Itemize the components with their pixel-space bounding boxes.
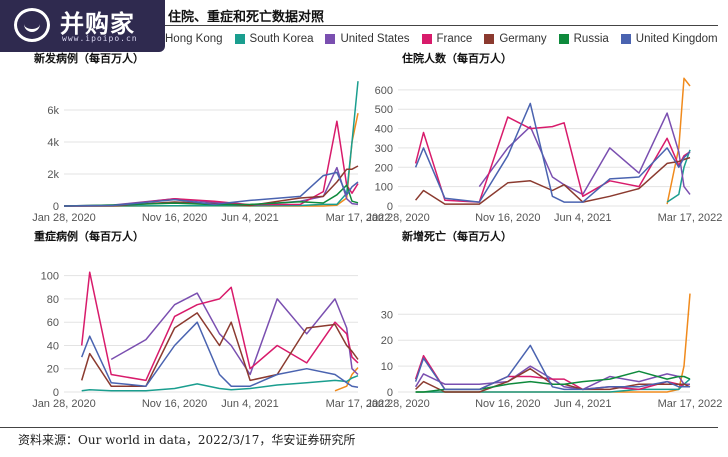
legend-swatch	[558, 34, 569, 44]
chart-title: 新增死亡（每百万人）	[402, 229, 512, 243]
y-tick-label: 300	[375, 143, 393, 155]
series-line-france	[63, 120, 359, 207]
series-line-germany	[63, 165, 359, 207]
series-line-united-kingdom	[414, 344, 690, 391]
y-tick-label: 0	[53, 387, 59, 399]
series-line-united-states	[414, 365, 690, 391]
series-line-france	[80, 271, 359, 382]
y-tick-label: 20	[381, 335, 393, 347]
series-line-south-korea	[81, 374, 359, 392]
x-tick-label: Nov 16, 2020	[142, 212, 207, 224]
x-tick-label: Jun 4, 2021	[221, 212, 279, 224]
legend-label: Hong Kong	[165, 33, 223, 45]
series-line-hong-kong	[415, 293, 691, 393]
chart-panel-2: 住院人数（每百万人） 0 100 200 300 400 500 600 Jan 28, 202…	[366, 51, 722, 224]
legend-swatch	[325, 34, 336, 44]
legend-swatch	[421, 34, 432, 44]
y-tick-label: 400	[375, 124, 393, 136]
series-line-south-korea	[63, 81, 359, 207]
legend-item-russia[interactable]: Russia	[558, 33, 609, 45]
x-tick-label: Nov 16, 2020	[475, 212, 540, 224]
legend-item-germany[interactable]: Germany	[484, 33, 547, 45]
legend-label: Germany	[499, 33, 547, 45]
legend-item-united-states[interactable]: United States	[325, 33, 410, 45]
y-tick-label: 0	[387, 387, 393, 399]
legend-label: United Kingdom	[635, 33, 718, 45]
x-tick-label: Jun 4, 2021	[554, 398, 612, 410]
y-tick-label: 100	[41, 271, 59, 283]
series-line-russia	[63, 184, 359, 207]
logo-text: 并购家	[60, 10, 135, 38]
x-tick-label: Nov 16, 2020	[142, 398, 207, 410]
legend-swatch	[484, 34, 495, 44]
title-divider	[0, 25, 718, 26]
x-tick-label: Jan 28, 2020	[366, 398, 430, 410]
x-tick-label: Jun 4, 2021	[221, 398, 279, 410]
legend-item-france[interactable]: France	[421, 33, 473, 45]
series-line-hong-kong	[666, 77, 691, 205]
y-tick-label: 10	[381, 361, 393, 373]
series-line-germany	[80, 312, 359, 387]
y-tick-label: 6k	[47, 105, 59, 117]
chart-title: 重症病例（每百万人）	[34, 229, 144, 243]
brand-logo: 并购家 www.ipoipo.cn	[0, 0, 165, 52]
x-tick-label: Jun 4, 2021	[554, 212, 612, 224]
y-tick-label: 80	[47, 294, 59, 306]
chart-panel-4: 新增死亡（每百万人） 0 10 20 30 Jan 28, 2020 Nov 16, 202…	[366, 229, 722, 410]
series-line-united-kingdom	[63, 171, 359, 207]
series-line-united-kingdom	[414, 102, 691, 203]
page-title: 住院、重症和死亡数据对照	[168, 10, 325, 25]
y-tick-label: 200	[375, 162, 393, 174]
y-tick-label: 0	[53, 201, 59, 213]
y-tick-label: 600	[375, 85, 393, 97]
source-note: 资料来源：Our world in data，2022/3/17，华安证券研究所	[18, 433, 356, 447]
y-tick-label: 2k	[47, 169, 59, 181]
legend-label: Russia	[573, 33, 609, 45]
x-tick-label: Jan 28, 2020	[32, 398, 96, 410]
y-tick-label: 20	[47, 364, 59, 376]
y-tick-label: 4k	[47, 137, 59, 149]
x-tick-label: Mar 17, 2022	[658, 398, 723, 410]
logo-url: www.ipoipo.cn	[62, 34, 138, 43]
series-line-united-states	[478, 112, 691, 196]
series-line-united-kingdom	[80, 321, 359, 389]
series-line-hong-kong	[64, 113, 359, 207]
y-tick-label: 60	[47, 317, 59, 329]
x-tick-label: Jan 28, 2020	[32, 212, 96, 224]
logo-mark-icon	[14, 8, 50, 42]
y-tick-label: 100	[375, 182, 393, 194]
x-tick-label: Mar 17, 2022	[326, 212, 391, 224]
y-tick-label: 40	[47, 340, 59, 352]
legend-item-united-kingdom[interactable]: United Kingdom	[620, 33, 718, 45]
legend-swatch	[234, 34, 245, 44]
x-tick-label: Mar 17, 2022	[658, 212, 723, 224]
legend-swatch	[620, 34, 631, 44]
y-tick-label: 500	[375, 104, 393, 116]
series-line-south-korea	[666, 149, 691, 203]
legend-label: France	[436, 33, 473, 45]
chart-title: 住院人数（每百万人）	[402, 51, 512, 65]
x-tick-label: Mar 17, 2022	[326, 398, 391, 410]
legend-item-south-korea[interactable]: South Korea	[234, 33, 314, 45]
legend-label: South Korea	[249, 33, 314, 45]
series-line-united-states	[63, 166, 359, 207]
y-tick-label: 0	[387, 201, 393, 213]
legend-label: United States	[340, 33, 410, 45]
y-tick-label: 30	[381, 309, 393, 321]
x-tick-label: Nov 16, 2020	[475, 398, 540, 410]
footer-divider	[0, 427, 718, 428]
series-line-united-states	[110, 292, 359, 376]
chart-title: 新发病例（每百万人）	[34, 51, 144, 65]
chart-panel-1: 新发病例（每百万人） 0 2k 4k 6k Jan 28, 2020 Nov 16, 202…	[32, 51, 390, 224]
series-line-germany	[415, 367, 691, 393]
x-tick-label: Jan 28, 2020	[366, 212, 430, 224]
series-line-france	[414, 116, 691, 203]
